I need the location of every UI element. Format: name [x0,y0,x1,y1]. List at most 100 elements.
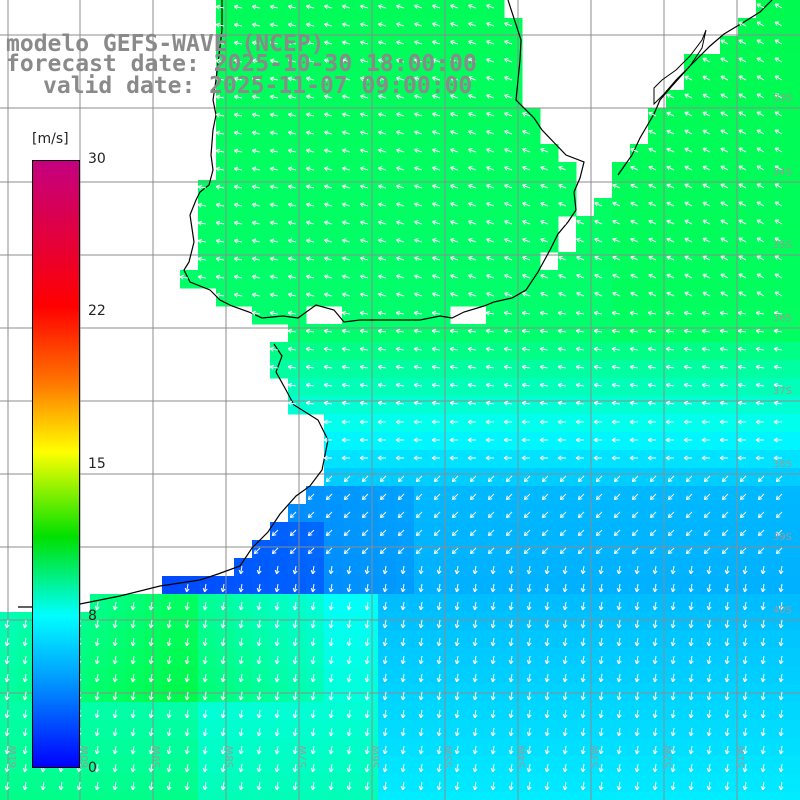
wind-arrow [490,691,496,701]
speed-cell [468,234,487,253]
wind-arrow [432,4,441,9]
speed-cell [234,180,253,199]
speed-cell [540,540,559,559]
wind-arrow [22,637,28,647]
speed-cell [216,612,235,631]
wind-arrow [630,183,639,189]
speed-cell [342,162,361,181]
speed-cell [792,720,800,739]
wind-arrow [558,291,567,297]
wind-arrow [684,75,693,81]
speed-cell [486,540,505,559]
wind-arrow [328,637,334,647]
wind-arrow [364,601,370,611]
wind-arrow [541,547,549,555]
speed-cell [522,144,541,163]
speed-cell [540,414,559,433]
wind-arrow [521,455,530,461]
wind-arrow [720,147,729,153]
wind-arrow [526,583,532,593]
speed-cell [216,54,235,73]
wind-arrow [400,709,406,719]
wind-arrow [486,256,495,261]
speed-cell [504,720,523,739]
speed-cell [0,702,19,721]
speed-cell [522,774,541,793]
wind-arrow [148,655,154,665]
wind-arrow [576,219,585,225]
speed-cell [306,522,325,541]
speed-cell [234,648,253,667]
wind-arrow [611,346,621,352]
wind-arrow [613,493,621,501]
wind-arrow [562,601,568,611]
wind-arrow [359,256,369,262]
speed-cell [360,594,379,613]
wind-arrow [595,529,603,537]
wind-arrow [202,745,208,755]
wind-arrow [414,202,423,207]
wind-arrow [269,76,279,82]
speed-cell [324,108,343,127]
speed-cell [540,720,559,739]
speed-cell [522,702,541,721]
speed-cell [594,360,613,379]
wind-arrow [595,493,603,501]
speed-cell [270,558,289,577]
speed-cell [630,414,649,433]
speed-cell [684,504,703,523]
wind-arrow [220,583,226,593]
speed-cell [180,792,199,800]
wind-arrow [724,637,730,647]
speed-cell [288,648,307,667]
wind-arrow [683,310,693,316]
wind-arrow [539,328,549,334]
wind-arrow [738,273,747,279]
wind-arrow [613,529,621,537]
speed-cell [252,738,271,757]
speed-cell [378,504,397,523]
wind-arrow [598,745,604,755]
speed-cell [702,450,721,469]
speed-cell [504,144,523,163]
speed-cell [684,774,703,793]
wind-arrow [684,129,693,135]
speed-cell [216,648,235,667]
wind-arrow [629,328,639,334]
wind-arrow [630,237,639,243]
speed-cell [684,180,703,199]
wind-arrow [594,255,603,261]
speed-cell [252,216,271,235]
speed-cell [558,180,577,199]
speed-cell [612,288,631,307]
speed-cell [342,90,361,109]
speed-cell [522,522,541,541]
wind-arrow [720,255,729,261]
speed-cell [468,378,487,397]
wind-arrow [702,147,711,153]
speed-cell [666,576,685,595]
speed-cell [270,234,289,253]
speed-cell [432,342,451,361]
wind-arrow [305,184,315,190]
speed-cell [792,576,800,595]
wind-arrow [616,655,622,665]
speed-cell [540,594,559,613]
wind-arrow [593,328,603,334]
wind-arrow [540,183,549,189]
wind-arrow [274,655,280,665]
speed-cell [126,720,145,739]
wind-arrow [739,547,747,555]
speed-cell [126,648,145,667]
wind-arrow [667,511,675,519]
speed-cell [648,612,667,631]
speed-cell [486,108,505,127]
speed-cell [216,0,235,19]
speed-cell [0,648,19,667]
longitude-label: 57W [298,745,309,768]
wind-arrow [522,147,531,153]
speed-cell [738,720,757,739]
wind-arrow [580,583,586,593]
wind-arrow [612,201,621,207]
speed-cell [576,774,595,793]
